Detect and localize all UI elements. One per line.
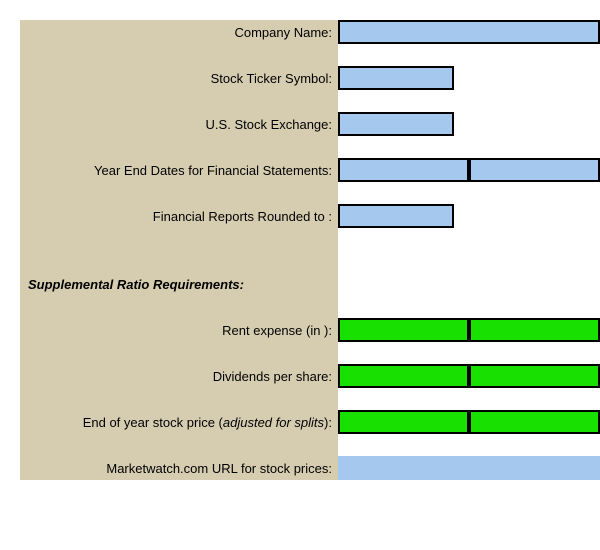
- label-stock-ticker: Stock Ticker Symbol:: [20, 66, 338, 90]
- spacer: [20, 44, 338, 66]
- label-eoy-price: End of year stock price (adjusted for sp…: [20, 410, 338, 434]
- row-marketwatch: Marketwatch.com URL for stock prices:: [20, 456, 600, 480]
- row-company-name: Company Name:: [20, 20, 600, 44]
- row-year-end: Year End Dates for Financial Statements:: [20, 158, 600, 182]
- label-supplemental: Supplemental Ratio Requirements:: [20, 272, 338, 296]
- row-rent: Rent expense (in ):: [20, 318, 600, 342]
- spacer: [20, 90, 338, 112]
- input-dividends-2[interactable]: [469, 364, 600, 388]
- row-exchange: U.S. Stock Exchange:: [20, 112, 600, 136]
- label-year-end: Year End Dates for Financial Statements:: [20, 158, 338, 182]
- spacer: [20, 388, 338, 410]
- input-exchange[interactable]: [338, 112, 454, 136]
- input-year-end-2[interactable]: [469, 158, 600, 182]
- input-stock-ticker[interactable]: [338, 66, 454, 90]
- row-dividends: Dividends per share:: [20, 364, 600, 388]
- input-company-name[interactable]: [338, 20, 600, 44]
- label-marketwatch: Marketwatch.com URL for stock prices:: [20, 456, 338, 480]
- input-eoy-1[interactable]: [338, 410, 469, 434]
- input-rent-2[interactable]: [469, 318, 600, 342]
- row-rounded: Financial Reports Rounded to :: [20, 204, 600, 228]
- row-supplemental-header: Supplemental Ratio Requirements:: [20, 272, 600, 296]
- label-company-name: Company Name:: [20, 20, 338, 44]
- label-rounded: Financial Reports Rounded to :: [20, 204, 338, 228]
- spacer: [20, 250, 338, 272]
- input-marketwatch[interactable]: [338, 456, 600, 480]
- label-dividends: Dividends per share:: [20, 364, 338, 388]
- input-rounded[interactable]: [338, 204, 454, 228]
- input-dividends-1[interactable]: [338, 364, 469, 388]
- form-container: Company Name: Stock Ticker Symbol: U.S. …: [0, 0, 600, 500]
- input-rent-1[interactable]: [338, 318, 469, 342]
- spacer: [20, 182, 338, 204]
- label-rent: Rent expense (in ):: [20, 318, 338, 342]
- label-exchange: U.S. Stock Exchange:: [20, 112, 338, 136]
- input-eoy-2[interactable]: [469, 410, 600, 434]
- eoy-pre: End of year stock price (: [83, 415, 223, 430]
- row-stock-ticker: Stock Ticker Symbol:: [20, 66, 600, 90]
- spacer: [20, 342, 338, 364]
- cells: [338, 20, 600, 44]
- spacer: [20, 434, 338, 456]
- spacer: [20, 136, 338, 158]
- spacer: [20, 228, 338, 250]
- eoy-italic: adjusted for splits: [223, 415, 324, 430]
- spacer: [20, 296, 338, 318]
- row-eoy-price: End of year stock price (adjusted for sp…: [20, 410, 600, 434]
- eoy-post: ):: [324, 415, 332, 430]
- input-year-end-1[interactable]: [338, 158, 469, 182]
